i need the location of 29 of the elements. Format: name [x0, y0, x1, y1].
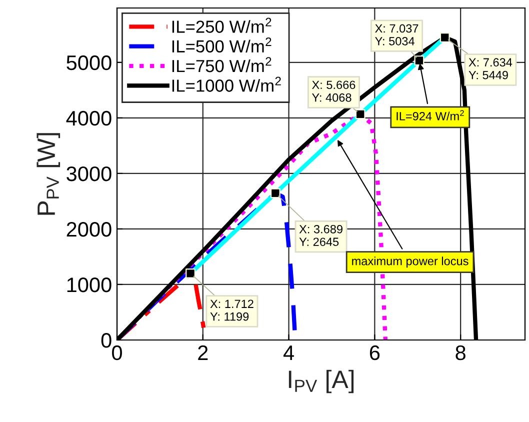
annotation: IL=924 W/m$^{2}$: [396, 110, 464, 120]
y-tick-label: 0: [101, 333, 112, 348]
x-tick-label: 6: [370, 345, 380, 360]
point: [355, 109, 366, 120]
y-tick-label: 1000: [67, 277, 112, 292]
x-tick-label: 4: [283, 346, 294, 360]
point: [186, 268, 196, 278]
y-tick-label: 3000: [66, 166, 112, 182]
x-axis-title: I$_{PV}$ [A]: [288, 370, 354, 394]
point: [414, 56, 424, 66]
point: [270, 188, 280, 198]
annotation: maximum power locus: [352, 256, 468, 268]
x-tick-label: 8: [456, 345, 466, 360]
y-axis-title: P$_{PV}$ [W]: [36, 133, 60, 215]
x-tick-label: 2: [198, 345, 208, 360]
annotation: X: 5.666 Y: 4068: [312, 80, 356, 102]
annotation: X: 7.037 Y: 5034: [375, 24, 418, 46]
legend-label: IL=500 W/m$^{2}$: [172, 37, 272, 53]
point: [440, 32, 450, 42]
legend-label: IL=1000 W/m$^{2}$: [172, 76, 281, 92]
y-tick-label: 5000: [66, 55, 112, 70]
y-tick-label: 2000: [66, 222, 112, 237]
annotation: X: 7.634 Y: 5449: [468, 58, 512, 80]
legend-label: IL=750 W/m$^{2}$: [172, 57, 272, 72]
y-tick-label: 4000: [66, 110, 112, 126]
annotation: X: 1.712 Y: 1199: [210, 300, 254, 321]
annotation: X: 3.689 Y: 2645: [299, 224, 342, 246]
legend-label: IL=250 W/m$^{2}$: [172, 18, 272, 33]
x-tick-label: 0: [112, 345, 122, 360]
